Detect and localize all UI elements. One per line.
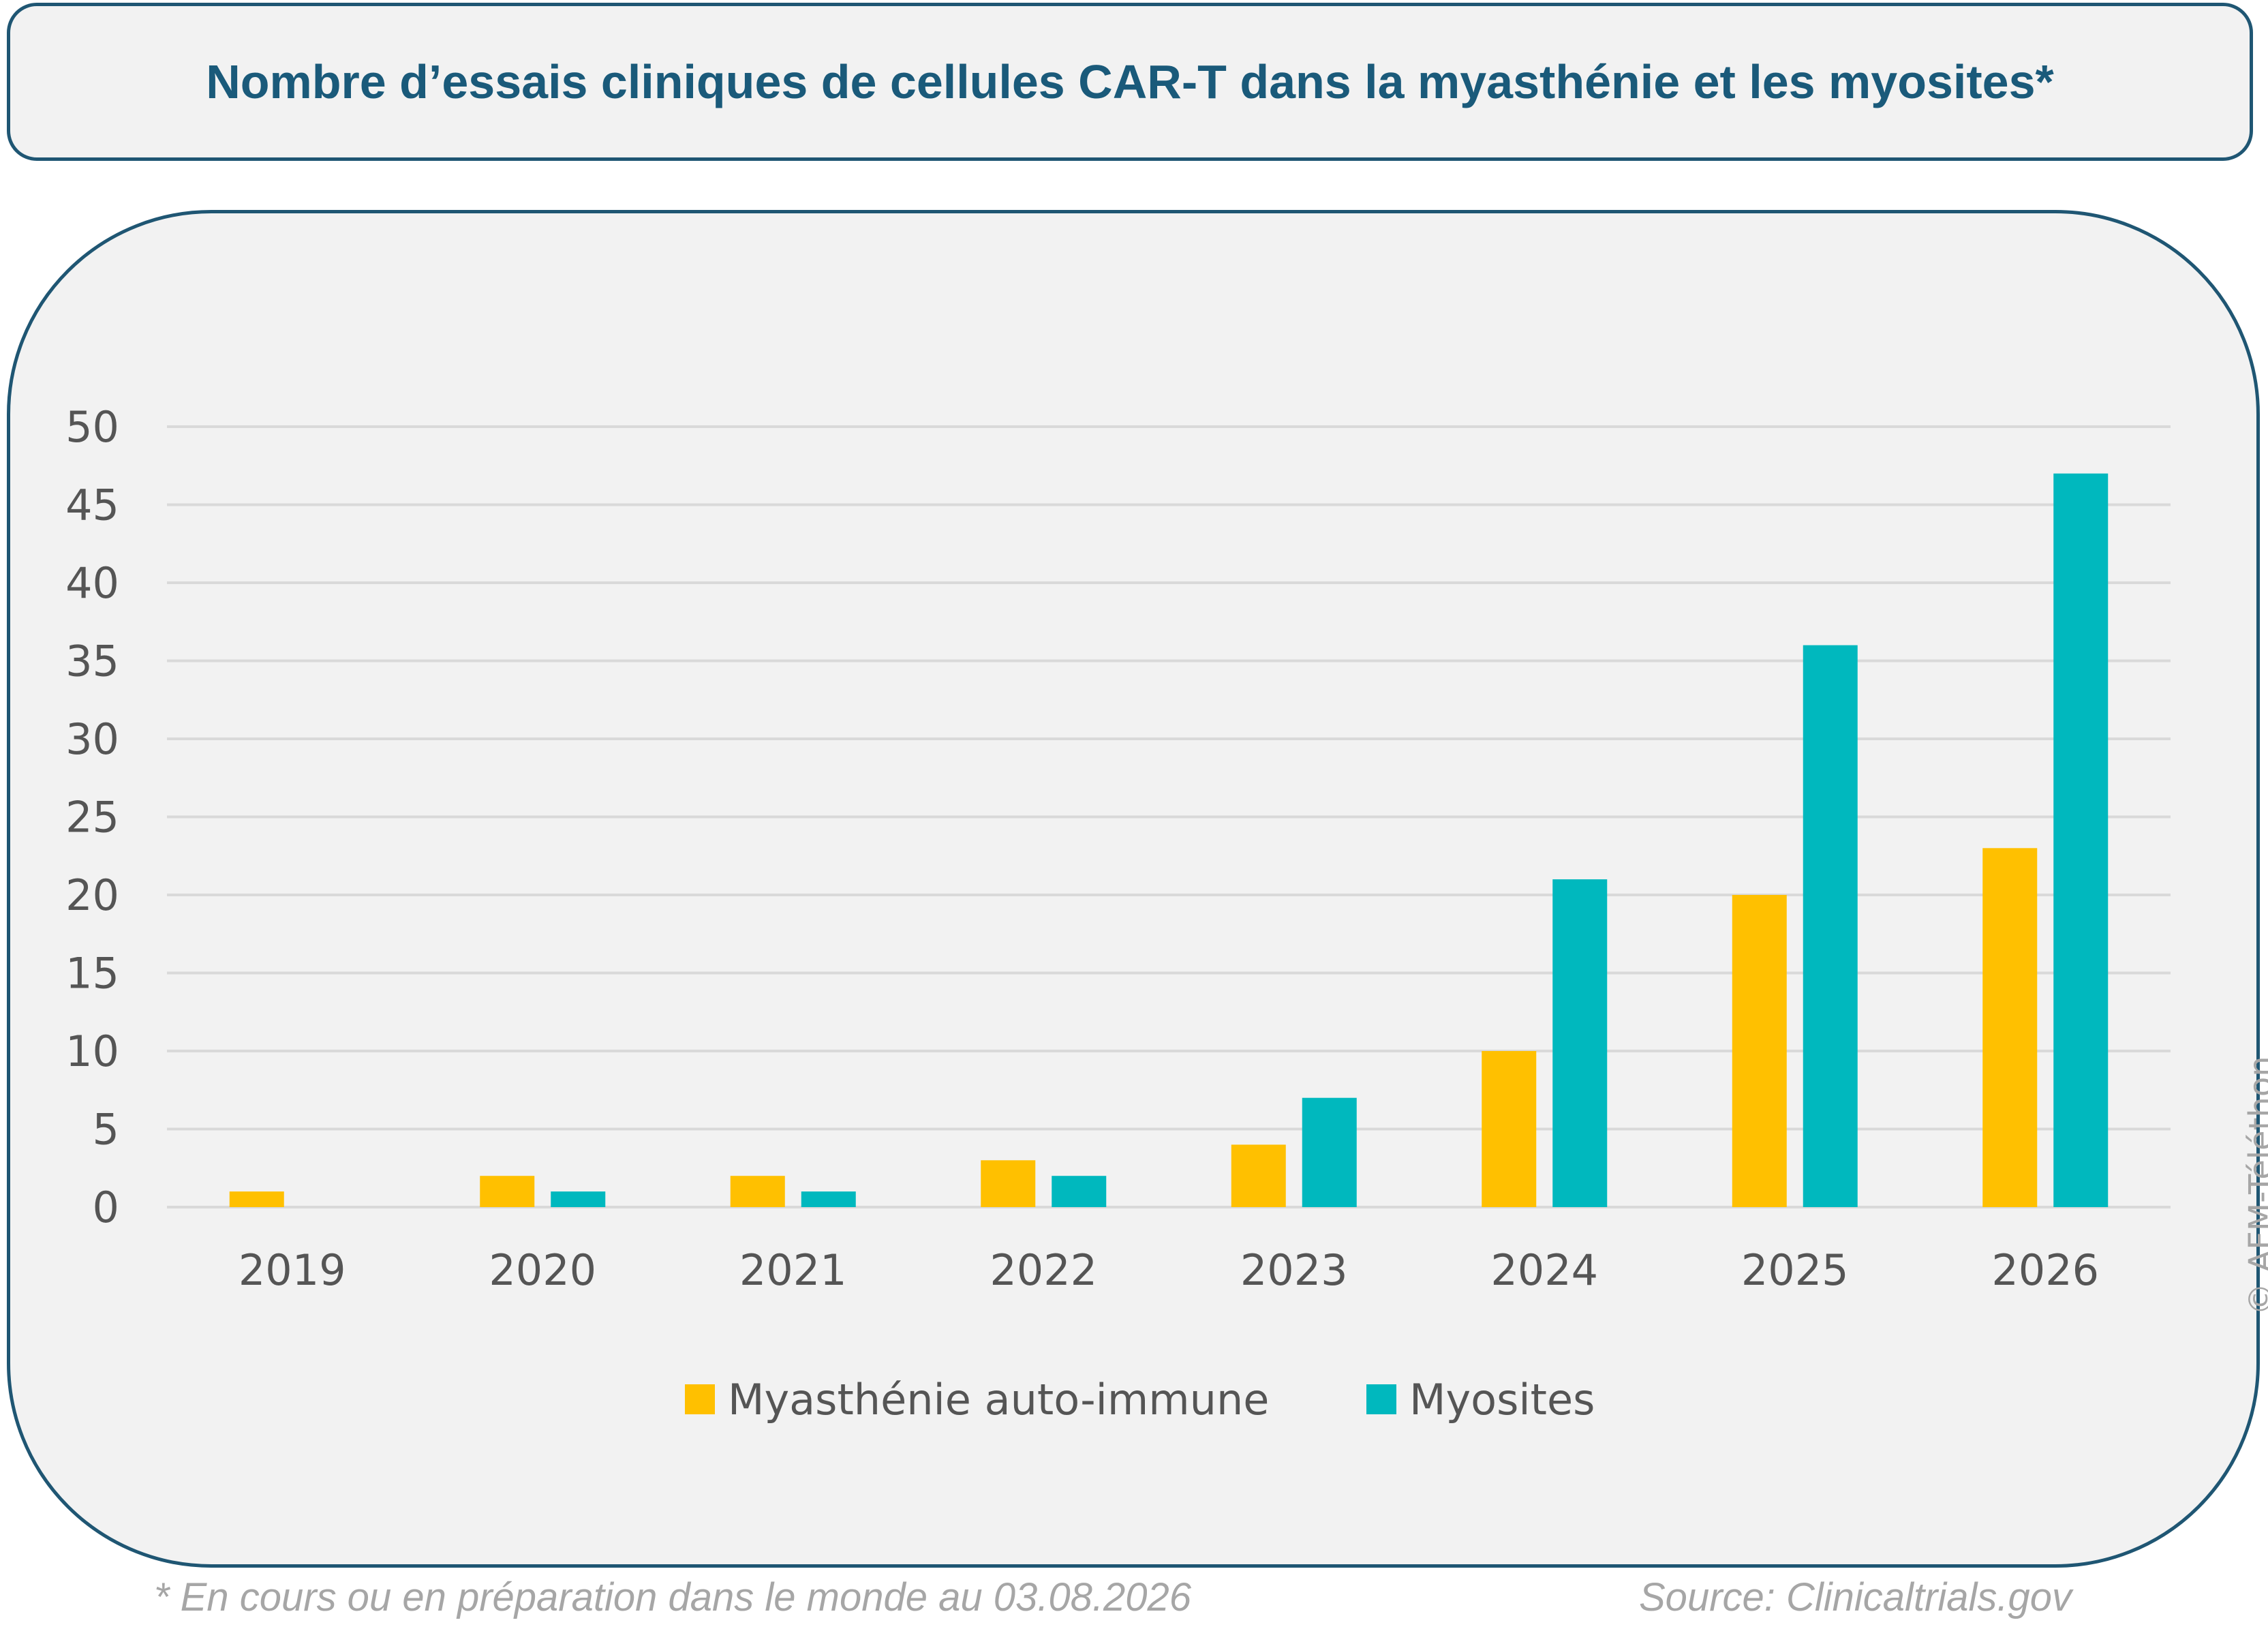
- x-tick-label: 2024: [1490, 1245, 1598, 1295]
- y-tick-label: 20: [65, 870, 119, 920]
- legend-label-myasthenie: Myasthénie auto-immune: [728, 1375, 1269, 1425]
- bar-myasthenie-2025: [1732, 895, 1787, 1207]
- x-tick-label: 2021: [739, 1245, 847, 1295]
- bar-myasthenie-2021: [730, 1176, 785, 1207]
- bar-myosites-2020: [551, 1191, 606, 1207]
- y-tick-label: 0: [93, 1183, 119, 1232]
- source-text: Source: Clinicaltrials.gov: [1639, 1575, 2072, 1619]
- bar-myosites-2025: [1803, 645, 1858, 1207]
- y-axis-ticks: 0 5 10 15 20 25 30 35 40 45 50: [65, 402, 119, 1232]
- x-tick-label: 2022: [990, 1245, 1097, 1295]
- y-tick-label: 40: [65, 558, 119, 608]
- y-tick-label: 50: [65, 402, 119, 452]
- footnote: * En cours ou en préparation dans le mon…: [154, 1575, 1191, 1619]
- bar-myasthenie-2024: [1482, 1051, 1537, 1207]
- bar-myosites-2024: [1552, 879, 1608, 1207]
- legend: Myasthénie auto-immune Myosites: [685, 1375, 1595, 1425]
- x-tick-label: 2026: [1991, 1245, 2099, 1295]
- bar-myosites-2022: [1052, 1176, 1107, 1207]
- y-tick-label: 30: [65, 714, 119, 764]
- copyright-text: © AFM-Téléthon: [2242, 1056, 2268, 1315]
- bar-myasthenie-2026: [1982, 848, 2038, 1207]
- x-tick-label: 2023: [1240, 1245, 1348, 1295]
- x-tick-label: 2020: [489, 1245, 596, 1295]
- chart-panel: 0 5 10 15 20 25 30 35 40 45 50 2019 2020 2021 2022 202…: [7, 210, 2260, 1568]
- y-tick-label: 25: [65, 793, 119, 842]
- bars: [229, 473, 2109, 1208]
- bar-myasthenie-2019: [229, 1191, 284, 1207]
- y-tick-label: 35: [65, 637, 119, 686]
- legend-label-myosites: Myosites: [1409, 1375, 1595, 1425]
- x-tick-label: 2025: [1741, 1245, 1849, 1295]
- y-tick-label: 5: [93, 1105, 119, 1155]
- chart-title: Nombre d’essais cliniques de cellules CA…: [206, 55, 2054, 108]
- y-tick-label: 10: [65, 1026, 119, 1076]
- title-box: Nombre d’essais cliniques de cellules CA…: [7, 3, 2253, 161]
- bar-myosites-2026: [2053, 473, 2109, 1208]
- y-tick-label: 15: [65, 949, 119, 999]
- bar-myosites-2021: [801, 1191, 856, 1207]
- bar-myasthenie-2022: [981, 1160, 1036, 1207]
- x-axis-ticks: 2019 2020 2021 2022 2023 2024 2025 2026: [239, 1245, 2099, 1295]
- legend-swatch-myasthenie: [685, 1384, 715, 1414]
- x-tick-label: 2019: [239, 1245, 346, 1295]
- bar-myosites-2023: [1302, 1097, 1357, 1207]
- gridlines: [167, 425, 2171, 1208]
- y-tick-label: 45: [65, 481, 119, 530]
- bar-myasthenie-2020: [480, 1176, 535, 1207]
- bar-myasthenie-2023: [1231, 1144, 1286, 1207]
- legend-swatch-myosites: [1366, 1384, 1396, 1414]
